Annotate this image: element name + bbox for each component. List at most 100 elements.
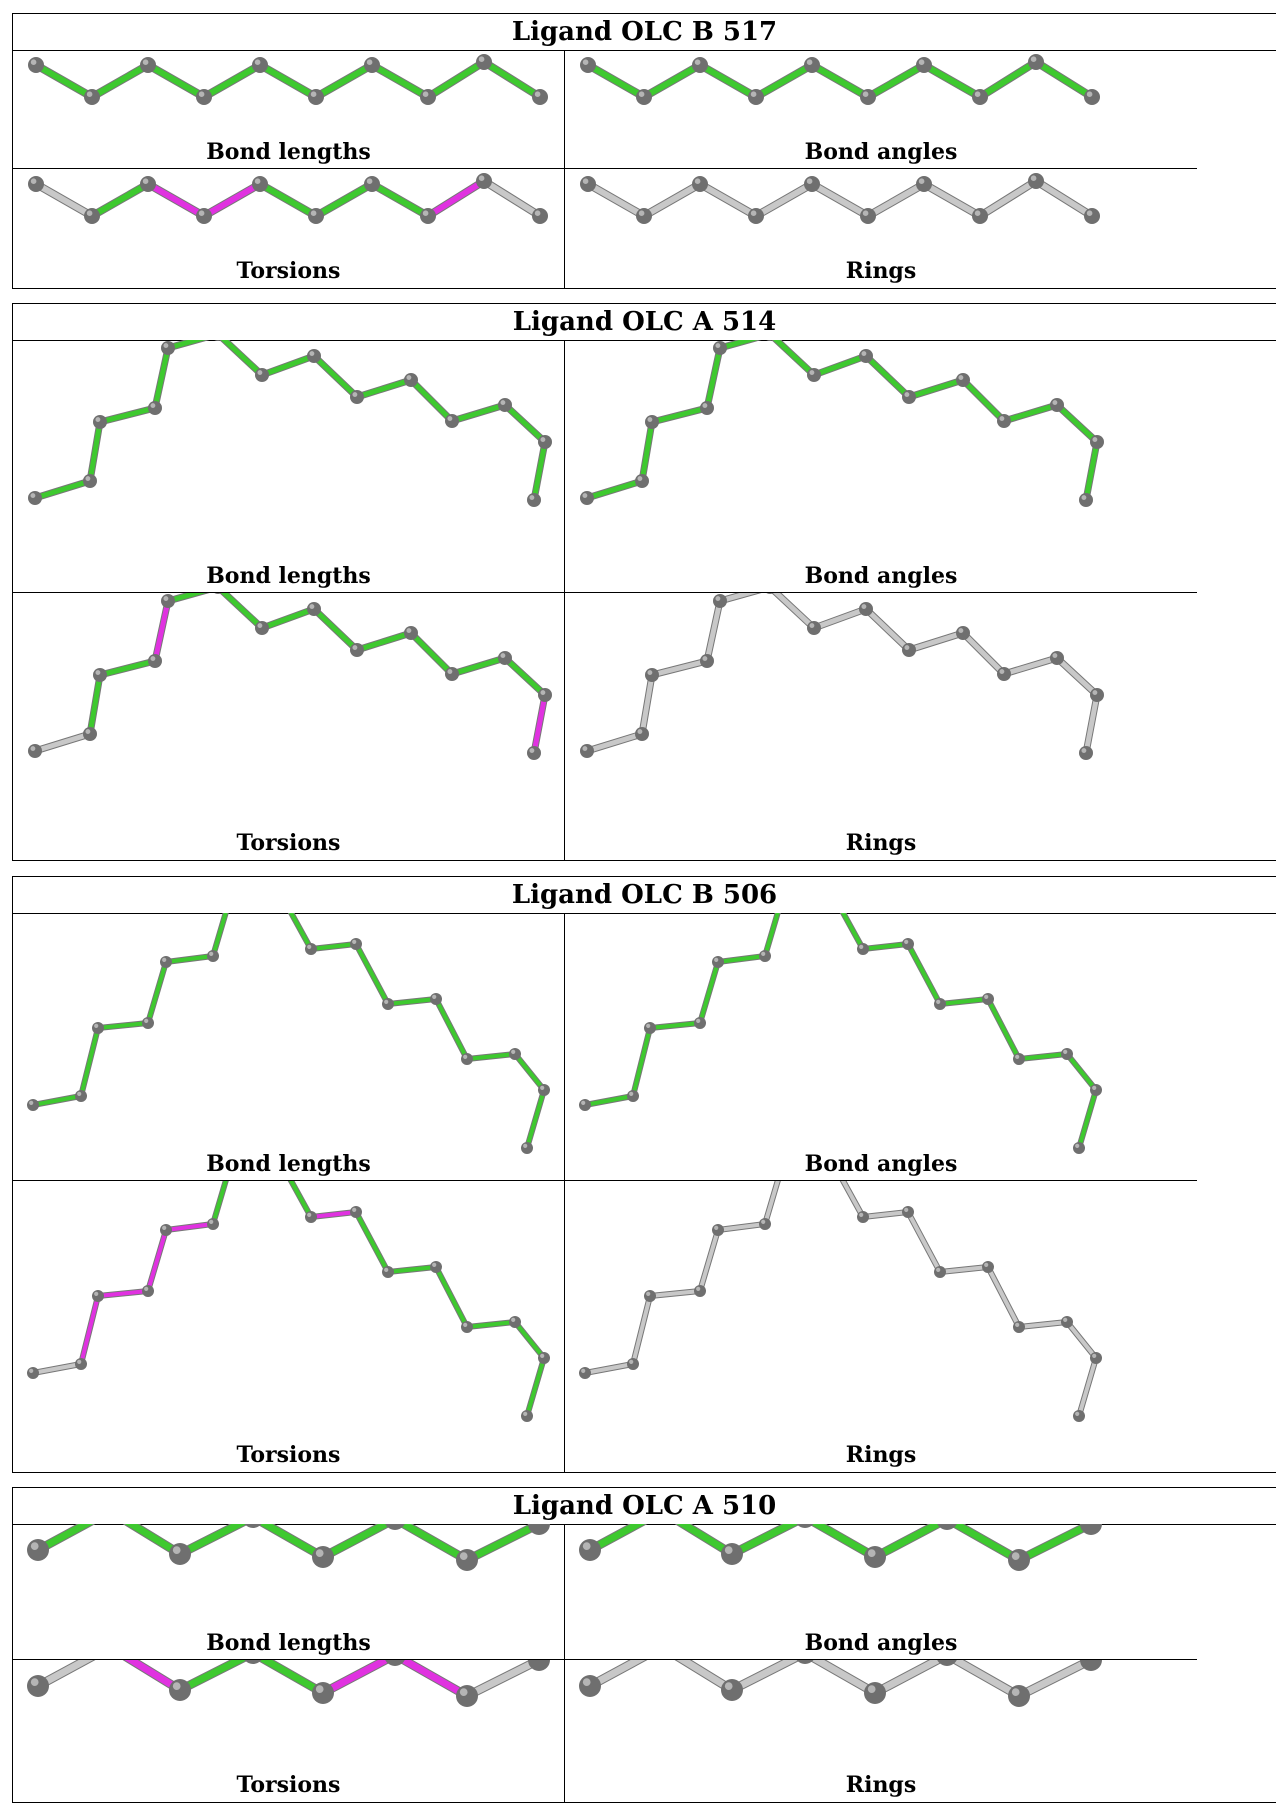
atom-highlight	[761, 1219, 766, 1224]
ligand-title: Ligand OLC B 517	[13, 14, 1276, 51]
molecule-diagram	[28, 340, 552, 507]
atom-highlight	[459, 1688, 468, 1696]
panel-label: Torsions	[236, 1772, 341, 1798]
atom-highlight	[529, 495, 535, 500]
bond	[449, 402, 508, 424]
bond	[906, 630, 966, 653]
bond	[259, 353, 317, 378]
bond	[649, 405, 710, 425]
panel-label: Bond lengths	[206, 139, 371, 165]
atom-highlight	[540, 690, 546, 695]
bond	[87, 419, 103, 484]
ligand-title: Ligand OLC B 506	[13, 877, 1276, 914]
panel-bond-angles: Bond angles	[565, 340, 1197, 593]
atom-highlight	[867, 1685, 876, 1693]
atom	[252, 176, 268, 192]
atom	[538, 435, 552, 449]
atom-highlight	[384, 1267, 389, 1272]
atom-highlight	[806, 178, 813, 184]
atom-highlight	[534, 210, 541, 216]
bond	[449, 655, 508, 677]
bond	[396, 1524, 471, 1564]
bond	[89, 181, 151, 219]
atom	[28, 491, 42, 505]
atom	[692, 57, 708, 73]
atom-highlight	[999, 416, 1005, 421]
atom-highlight	[702, 656, 708, 661]
atom-highlight	[750, 91, 757, 97]
atom-highlight	[1092, 690, 1098, 695]
bond	[146, 960, 168, 1025]
bond	[1054, 655, 1100, 698]
bond	[1083, 692, 1100, 756]
atom	[712, 956, 724, 968]
bond	[31, 1094, 83, 1107]
atom-highlight	[1015, 1054, 1020, 1059]
atom	[804, 176, 820, 192]
panel-label: Rings	[845, 1442, 917, 1468]
molecule-diagram	[28, 593, 552, 760]
atom-highlight	[904, 645, 910, 650]
bond	[319, 1660, 394, 1697]
atom	[308, 208, 324, 224]
atom-highlight	[511, 1317, 516, 1322]
bond	[1001, 655, 1060, 677]
molecule-diagram	[580, 173, 1100, 224]
atom	[307, 602, 321, 616]
molecule-diagram	[27, 913, 550, 1154]
atom	[382, 998, 394, 1010]
atom-highlight	[511, 1049, 516, 1054]
molecule-diagram	[579, 1660, 1102, 1707]
atom-highlight	[646, 1023, 651, 1028]
atom-highlight	[307, 944, 312, 949]
bond	[531, 692, 548, 756]
atom-highlight	[162, 957, 167, 962]
atom-highlight	[432, 1262, 437, 1267]
atom	[972, 89, 988, 105]
atom	[28, 57, 44, 73]
atom-highlight	[974, 210, 981, 216]
atom-highlight	[29, 1368, 34, 1373]
bond	[649, 658, 710, 678]
bond	[753, 181, 815, 219]
bond	[585, 181, 647, 219]
bond	[79, 1294, 100, 1366]
bond	[906, 1210, 942, 1274]
atom	[255, 368, 269, 382]
panel-label: Rings	[845, 258, 917, 284]
atom-highlight	[254, 59, 261, 65]
bond	[32, 731, 93, 754]
bond	[201, 62, 263, 100]
ligand-block: Ligand OLC A 510 Bond lengths Bond angles T…	[12, 1487, 1276, 1803]
atom-highlight	[406, 628, 412, 633]
atom	[350, 643, 364, 657]
atom-highlight	[1011, 1688, 1020, 1696]
atom	[207, 950, 219, 962]
atom-highlight	[95, 417, 101, 422]
atom-highlight	[77, 1091, 82, 1096]
atom	[1073, 1410, 1085, 1422]
atom-highlight	[422, 210, 429, 216]
atom	[857, 1211, 869, 1223]
atom-highlight	[629, 1359, 634, 1364]
bond	[986, 997, 1021, 1061]
bond	[648, 1289, 702, 1298]
atom	[1084, 89, 1100, 105]
atom	[636, 208, 652, 224]
atom-highlight	[715, 596, 721, 601]
panel-torsions: Torsions	[13, 1181, 565, 1472]
atom-highlight	[463, 1054, 468, 1059]
ligand-block: Ligand OLC A 514 Bond lengths Bond angles T…	[12, 303, 1276, 861]
atom-highlight	[1086, 91, 1093, 97]
atom	[934, 998, 946, 1010]
bond	[676, 1660, 736, 1694]
atom	[255, 621, 269, 635]
atom-highlight	[163, 596, 169, 601]
atom-highlight	[646, 1291, 651, 1296]
bond	[811, 606, 869, 631]
atom-highlight	[936, 999, 941, 1004]
bond	[716, 954, 767, 964]
panel-torsions: Torsions	[13, 169, 565, 288]
atom	[864, 1546, 886, 1568]
bond	[1083, 439, 1100, 503]
